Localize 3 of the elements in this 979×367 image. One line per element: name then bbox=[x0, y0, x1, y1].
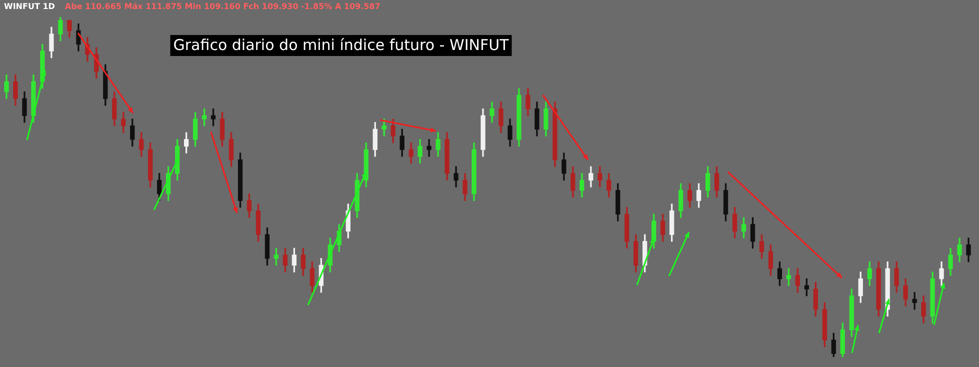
text: Abe 110.665 Máx 111.875 Min 109.160 Fch 109.930 -1.85% A 109.587 bbox=[64, 2, 380, 12]
text: Grafico diario do mini índice futuro - WINFUT bbox=[173, 36, 510, 54]
text: WINFUT 1D bbox=[4, 2, 56, 12]
